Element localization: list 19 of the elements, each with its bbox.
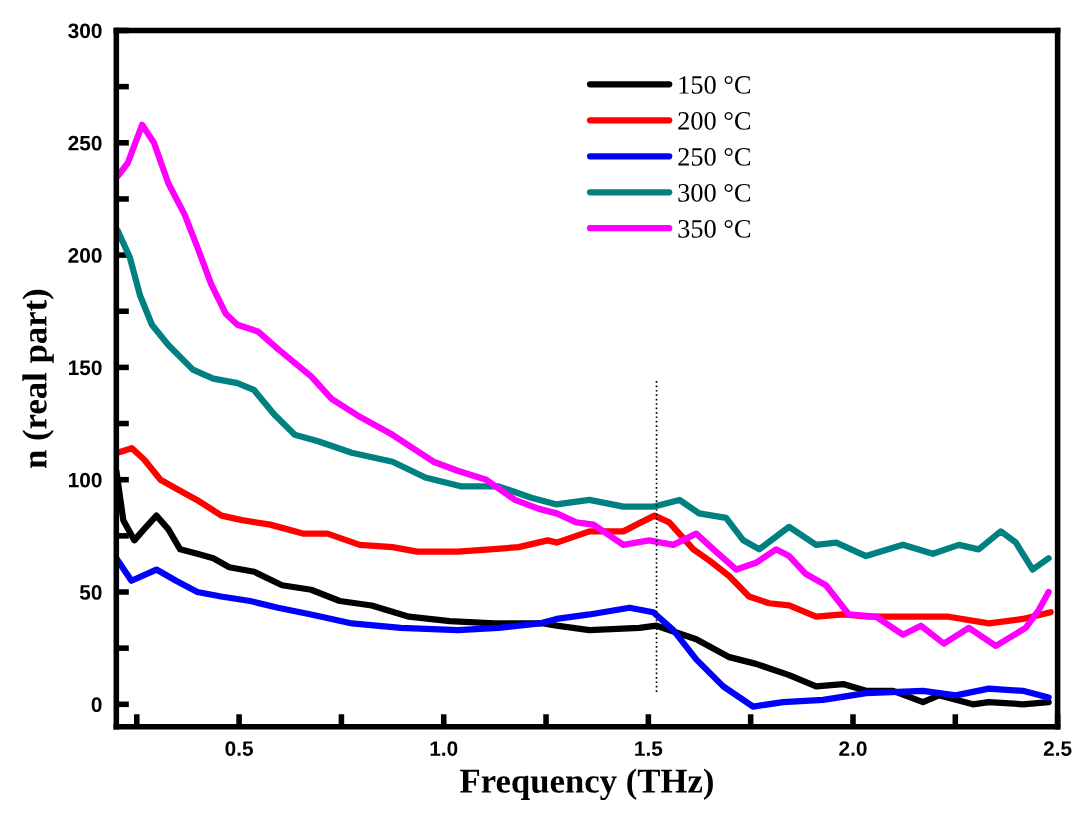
legend-label: 150 °C [679,76,751,94]
y-tick-label: 200 [68,248,102,263]
y-axis-title: n (real part) [22,289,54,469]
x-axis-title: Frequency (THz) [460,768,713,800]
legend-label: 250 °C [678,147,751,166]
x-tick-label: 1.5 [635,741,663,756]
y-tick-label: 100 [68,472,102,488]
y-tick-label: 300 [68,23,102,39]
legend-label: 300 °C [678,183,751,202]
x-tick-label: 2.0 [839,741,867,756]
x-tick-label: 1.0 [430,741,458,756]
y-tick-label: 250 [68,135,102,151]
y-tick-label: 50 [79,585,102,600]
legend-label: 350 °C [678,219,751,238]
x-tick-label: 0.5 [225,741,253,756]
y-tick-label: 150 [68,360,102,376]
y-tick-label: 0 [91,697,102,713]
legend-label: 200 °C [678,112,751,130]
x-tick-label: 2.5 [1043,741,1072,756]
